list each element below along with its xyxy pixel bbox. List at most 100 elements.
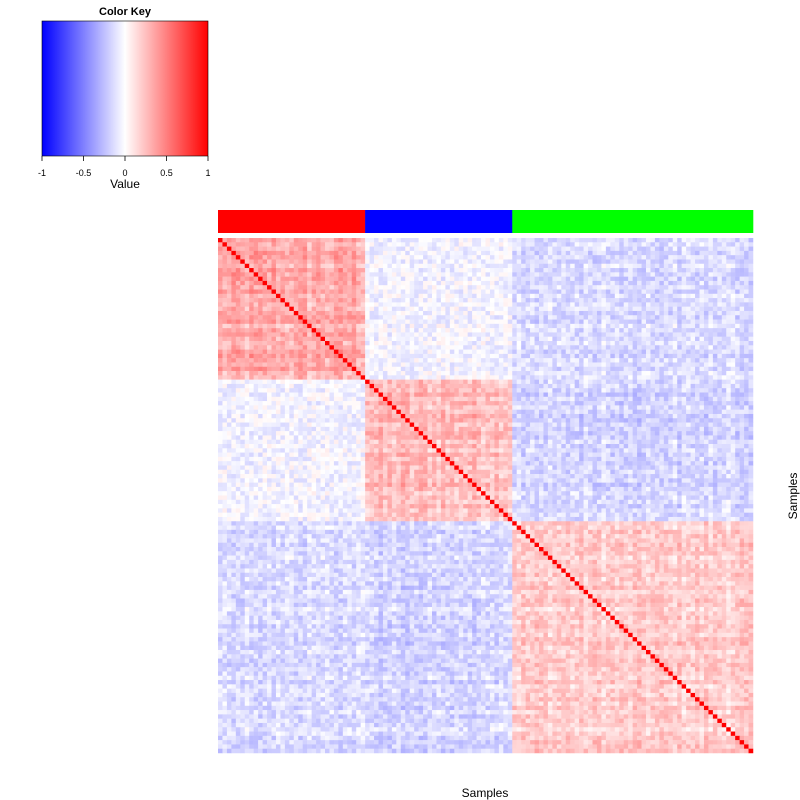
heatmap-cell bbox=[356, 349, 361, 355]
diagonal-cell bbox=[325, 341, 330, 346]
heatmap-cell bbox=[302, 298, 308, 303]
heatmap-cell bbox=[423, 289, 428, 295]
heatmap-cell bbox=[534, 285, 540, 290]
heatmap-cell bbox=[512, 246, 517, 252]
heatmap-cell bbox=[405, 328, 410, 333]
heatmap-cell bbox=[311, 242, 317, 247]
heatmap-cell bbox=[596, 392, 602, 398]
heatmap-cell bbox=[405, 276, 410, 282]
heatmap-cell bbox=[320, 341, 326, 346]
heatmap-cell bbox=[226, 371, 232, 376]
heatmap-cell bbox=[338, 409, 344, 415]
heatmap-cell bbox=[668, 272, 673, 277]
heatmap-cell bbox=[516, 353, 522, 359]
heatmap-cell bbox=[708, 246, 714, 252]
heatmap-cell bbox=[628, 375, 633, 380]
heatmap-cell bbox=[463, 319, 468, 325]
heatmap-cell bbox=[454, 280, 459, 286]
heatmap-cell bbox=[592, 319, 598, 325]
heatmap-cell bbox=[690, 306, 696, 312]
heatmap-cell bbox=[516, 319, 522, 325]
heatmap-cell bbox=[739, 263, 745, 269]
heatmap-cell bbox=[360, 242, 366, 247]
heatmap-cell bbox=[258, 413, 263, 419]
heatmap-cell bbox=[543, 392, 549, 398]
heatmap-cell bbox=[396, 276, 402, 282]
heatmap-cell bbox=[507, 323, 513, 329]
heatmap-cell bbox=[440, 323, 446, 329]
heatmap-cell bbox=[646, 375, 651, 380]
heatmap-cell bbox=[596, 263, 602, 269]
heatmap-cell bbox=[347, 280, 352, 286]
heatmap-cell bbox=[690, 409, 696, 415]
heatmap-cell bbox=[703, 371, 709, 376]
heatmap-cell bbox=[432, 289, 437, 295]
heatmap-cell bbox=[610, 319, 616, 325]
heatmap-cell bbox=[400, 328, 406, 333]
heatmap-cell bbox=[543, 250, 549, 256]
heatmap-cell bbox=[601, 246, 607, 252]
heatmap-cell bbox=[316, 276, 321, 282]
heatmap-cell bbox=[735, 323, 740, 329]
heatmap-cell bbox=[338, 388, 344, 393]
heatmap-cell bbox=[498, 255, 504, 260]
heatmap-cell bbox=[503, 272, 509, 277]
heatmap-cell bbox=[387, 306, 393, 312]
heatmap-cell bbox=[703, 250, 709, 256]
heatmap-cell bbox=[695, 315, 700, 320]
heatmap-cell bbox=[712, 323, 718, 329]
heatmap-cell bbox=[494, 259, 500, 264]
heatmap-cell bbox=[494, 341, 500, 346]
heatmap-cell bbox=[226, 238, 232, 243]
heatmap-cell bbox=[530, 255, 535, 260]
heatmap-cell bbox=[735, 298, 740, 303]
heatmap-cell bbox=[703, 328, 709, 333]
heatmap-cell bbox=[231, 263, 237, 269]
heatmap-cell bbox=[378, 276, 384, 282]
heatmap-cell bbox=[391, 371, 397, 376]
heatmap-cell bbox=[391, 246, 397, 252]
heatmap-cell bbox=[369, 250, 375, 256]
heatmap-cell bbox=[605, 250, 611, 256]
heatmap-cell bbox=[699, 280, 705, 286]
heatmap-cell bbox=[405, 396, 410, 402]
heatmap-cell bbox=[530, 349, 535, 355]
heatmap-cell bbox=[463, 272, 468, 277]
heatmap-cell bbox=[280, 250, 286, 256]
heatmap-cell bbox=[623, 276, 629, 282]
heatmap-cell bbox=[423, 285, 428, 290]
heatmap-cell bbox=[481, 388, 486, 393]
heatmap-cell bbox=[445, 310, 451, 316]
heatmap-cell bbox=[218, 413, 223, 419]
heatmap-cell bbox=[325, 396, 330, 402]
heatmap-cell bbox=[744, 383, 749, 389]
heatmap-cell bbox=[307, 302, 312, 307]
heatmap-cell bbox=[454, 375, 459, 380]
heatmap-cell bbox=[614, 388, 620, 393]
heatmap-cell bbox=[646, 336, 651, 342]
heatmap-cell bbox=[333, 323, 339, 329]
heatmap-cell bbox=[333, 345, 339, 350]
heatmap-cell bbox=[458, 298, 464, 303]
heatmap-cell bbox=[338, 302, 344, 307]
heatmap-cell bbox=[521, 272, 526, 277]
heatmap-cell bbox=[445, 293, 451, 299]
heatmap-cell bbox=[467, 310, 473, 316]
heatmap-cell bbox=[454, 349, 459, 355]
heatmap-cell bbox=[427, 298, 433, 303]
heatmap-cell bbox=[432, 332, 437, 337]
heatmap-cell bbox=[668, 375, 673, 380]
heatmap-cell bbox=[320, 413, 326, 419]
heatmap-cell bbox=[579, 268, 584, 273]
heatmap-cell bbox=[610, 289, 616, 295]
heatmap-cell bbox=[445, 263, 451, 269]
heatmap-cell bbox=[677, 358, 682, 363]
heatmap-cell bbox=[654, 392, 660, 398]
heatmap-cell bbox=[543, 336, 549, 342]
heatmap-cell bbox=[387, 371, 393, 376]
heatmap-cell bbox=[414, 306, 419, 312]
heatmap-cell bbox=[539, 371, 544, 376]
heatmap-cell bbox=[690, 396, 696, 402]
heatmap-cell bbox=[574, 285, 580, 290]
heatmap-cell bbox=[690, 289, 696, 295]
